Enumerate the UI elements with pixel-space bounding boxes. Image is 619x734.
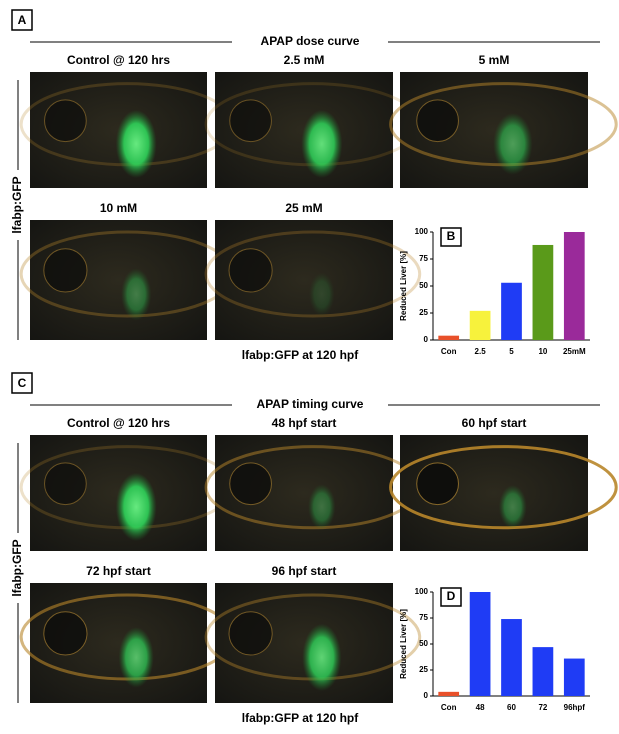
chart-label-box <box>440 587 462 607</box>
chart-label-box <box>440 227 462 247</box>
fish-body <box>204 230 422 318</box>
bar <box>501 619 522 696</box>
x-tick-label: 25mM <box>563 347 586 356</box>
fish-eye <box>228 248 273 293</box>
liver-gfp <box>301 109 343 179</box>
fish-eye <box>229 99 272 143</box>
image-label: 48 hpf start <box>272 416 337 430</box>
bar <box>469 592 491 696</box>
panel-label-box <box>11 372 33 394</box>
y-axis-title: Reduced Liver [%] <box>399 609 408 679</box>
liver-gfp <box>302 623 342 692</box>
liver-gfp <box>115 109 157 179</box>
bar <box>469 310 491 340</box>
bar <box>532 647 554 696</box>
y-tick-label: 75 <box>419 254 428 263</box>
x-tick-label: 96hpf <box>564 703 586 712</box>
image-label: 5 mM <box>479 53 510 67</box>
bar <box>532 244 554 340</box>
fish-eye <box>43 248 88 293</box>
y-axis-title: Reduced Liver [%] <box>399 251 408 321</box>
panel-label-box <box>11 9 33 31</box>
panel-title: APAP timing curve <box>257 397 364 411</box>
y-tick-label: 0 <box>424 335 429 344</box>
y-tick-label: 75 <box>419 613 428 622</box>
image-label: 96 hpf start <box>272 564 337 578</box>
image-label: 10 mM <box>100 201 137 215</box>
liver-gfp <box>121 268 152 321</box>
liver-gfp <box>493 113 533 175</box>
caption: lfabp:GFP at 120 hpf <box>242 711 359 725</box>
panel-label: A <box>18 13 27 27</box>
side-label: lfabp:GFP <box>10 539 24 596</box>
fish-eye <box>416 99 459 143</box>
y-tick-label: 25 <box>419 308 428 317</box>
liver-gfp <box>498 484 527 529</box>
caption: lfabp:GFP at 120 hpf <box>242 348 359 362</box>
image-label: 2.5 mM <box>284 53 325 67</box>
fish-eye <box>228 611 273 656</box>
chart-label: B <box>447 229 456 243</box>
image-label: Control @ 120 hrs <box>67 416 170 430</box>
bar <box>563 232 585 340</box>
liver-gfp <box>308 484 336 530</box>
bar <box>501 282 522 340</box>
x-tick-label: Con <box>441 703 457 712</box>
bar <box>438 335 460 340</box>
liver-gfp <box>309 272 335 317</box>
image-label: 72 hpf start <box>86 564 151 578</box>
y-tick-label: 0 <box>424 691 429 700</box>
y-tick-label: 100 <box>415 587 429 596</box>
panel-label: C <box>18 376 27 390</box>
x-tick-label: 5 <box>509 347 514 356</box>
x-tick-label: Con <box>441 347 457 356</box>
y-tick-label: 100 <box>415 227 429 236</box>
y-tick-label: 25 <box>419 665 428 674</box>
bar <box>438 691 460 696</box>
bar <box>563 658 585 696</box>
fish-eye <box>43 611 88 656</box>
chart-label: D <box>447 589 456 603</box>
x-tick-label: 72 <box>538 703 547 712</box>
x-tick-label: 2.5 <box>475 347 487 356</box>
fish-body <box>389 445 618 530</box>
image-label: 60 hpf start <box>462 416 527 430</box>
x-tick-label: 48 <box>476 703 485 712</box>
liver-gfp <box>115 472 157 542</box>
y-tick-label: 50 <box>419 281 428 290</box>
side-label: lfabp:GFP <box>10 176 24 233</box>
fish-eye <box>44 462 87 506</box>
fish-eye <box>416 462 459 506</box>
x-tick-label: 60 <box>507 703 516 712</box>
liver-gfp <box>118 627 154 688</box>
y-tick-label: 50 <box>419 639 428 648</box>
image-label: 25 mM <box>285 201 322 215</box>
fish-eye <box>229 462 272 506</box>
image-label: Control @ 120 hrs <box>67 53 170 67</box>
x-tick-label: 10 <box>538 347 547 356</box>
panel-title: APAP dose curve <box>261 34 360 48</box>
fish-eye <box>44 99 87 143</box>
